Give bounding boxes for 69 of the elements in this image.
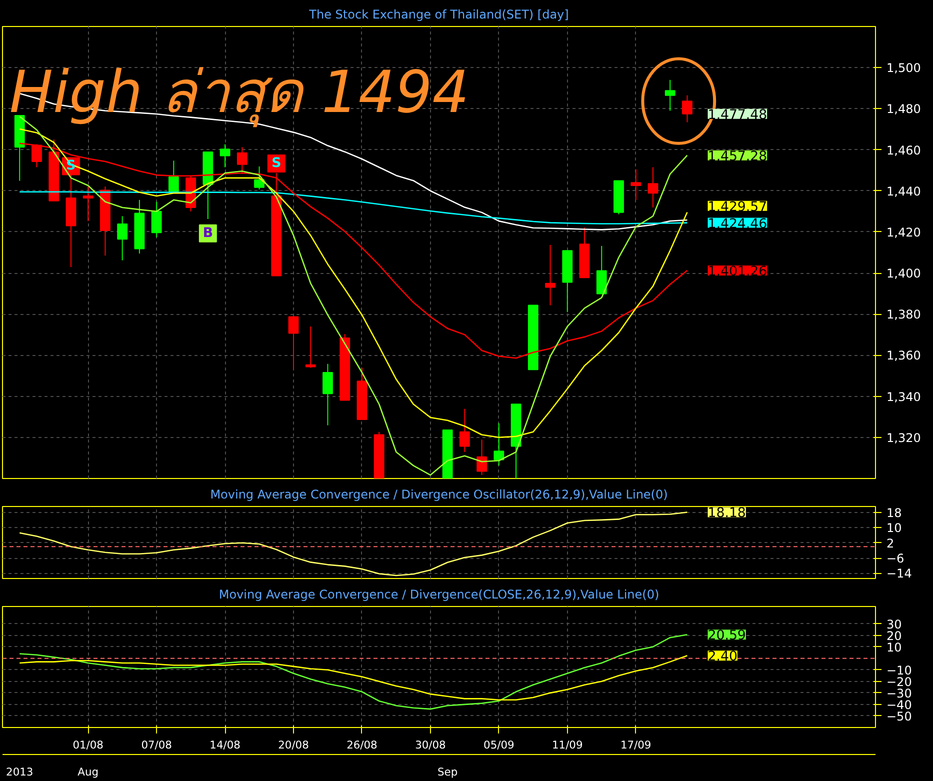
y-tick-label: 1,360: [886, 348, 921, 363]
annotation: High ล่าสุด 1494: [9, 58, 470, 128]
y-tick-label: −30: [886, 686, 912, 700]
candlestick: [494, 422, 504, 466]
candlestick: [322, 363, 333, 426]
x-tick-label: 30/08: [415, 738, 446, 752]
candlestick: [630, 168, 642, 200]
y-tick-label: −6: [886, 552, 904, 566]
candlestick: [682, 94, 692, 123]
y-tick-label: 1,380: [886, 308, 921, 322]
candlestick: [168, 160, 179, 192]
data-label: 1,424.46: [708, 216, 768, 232]
x-tick-label: 20/08: [278, 738, 310, 752]
x-tick-label: 14/08: [210, 738, 241, 752]
y-tick-label: 1,480: [886, 102, 921, 116]
candlestick: [220, 144, 230, 168]
candlestick: [288, 316, 299, 370]
chart-title: Moving Average Convergence / Divergence Oscillator(26,12,9),Value Line(0): [210, 488, 668, 502]
y-tick-label: −20: [886, 674, 912, 689]
text: 2013: [6, 766, 34, 778]
candlestick: [151, 201, 162, 238]
y-tick-label: 1,400: [886, 266, 921, 281]
y-tick-label: 30: [886, 617, 902, 632]
chart-title: The Stock Exchange of Thailand(SET) [day]: [308, 8, 569, 22]
candlestick: [254, 166, 264, 190]
line-series: [18, 654, 688, 700]
y-tick-label: 1,420: [886, 225, 921, 240]
y-tick-label: 1,340: [886, 390, 921, 404]
x-tick-label: 26/08: [346, 738, 378, 752]
data-label: 1,457.28: [708, 149, 768, 164]
candlestick: [545, 244, 556, 306]
data-label: B: [202, 226, 214, 241]
y-tick-label: 20: [886, 628, 902, 643]
data-label: 1,429.57: [708, 200, 768, 215]
candlestick: [305, 326, 316, 368]
candlestick: [596, 245, 607, 294]
y-tick-label: 1,320: [886, 430, 921, 445]
x-tick-label: 17/09: [620, 738, 652, 752]
candlestick: [82, 186, 94, 222]
text: Sep: [438, 766, 458, 778]
y-tick-label: −40: [886, 698, 912, 712]
x-tick-label: 05/09: [484, 738, 514, 752]
candlestick: [664, 79, 676, 112]
y-tick-label: 10: [886, 640, 902, 654]
candlestick: [648, 166, 658, 208]
chart-title: Moving Average Convergence / Divergence(CLOSE,26,12,9),Value Line(0): [218, 588, 660, 602]
x-tick-label: 07/08: [141, 738, 172, 752]
candlestick: [476, 439, 487, 476]
data-label: 18.18: [708, 506, 746, 522]
line-series: [18, 512, 688, 576]
y-tick-label: −50: [886, 709, 912, 724]
candlestick: [459, 408, 470, 452]
line-series: [18, 634, 688, 710]
y-tick-label: 2: [886, 536, 894, 550]
data-label: 1,401.26: [708, 264, 768, 280]
y-tick-label: 18: [886, 506, 902, 520]
y-tick-label: 1,440: [886, 184, 921, 198]
candlestick: [236, 146, 248, 175]
text: 1,477.48: [708, 108, 768, 123]
y-tick-label: −14: [886, 566, 912, 581]
y-tick-label: 1,460: [886, 143, 921, 158]
y-tick-label: −10: [886, 663, 912, 678]
data-label: S: [272, 156, 282, 172]
y-tick-label: 10: [886, 521, 902, 536]
text: Aug: [78, 766, 98, 778]
candlestick: [117, 216, 128, 261]
x-tick-label: 01/08: [72, 738, 104, 752]
y-tick-label: 1,500: [886, 61, 921, 76]
x-tick-label: 11/09: [552, 738, 583, 752]
